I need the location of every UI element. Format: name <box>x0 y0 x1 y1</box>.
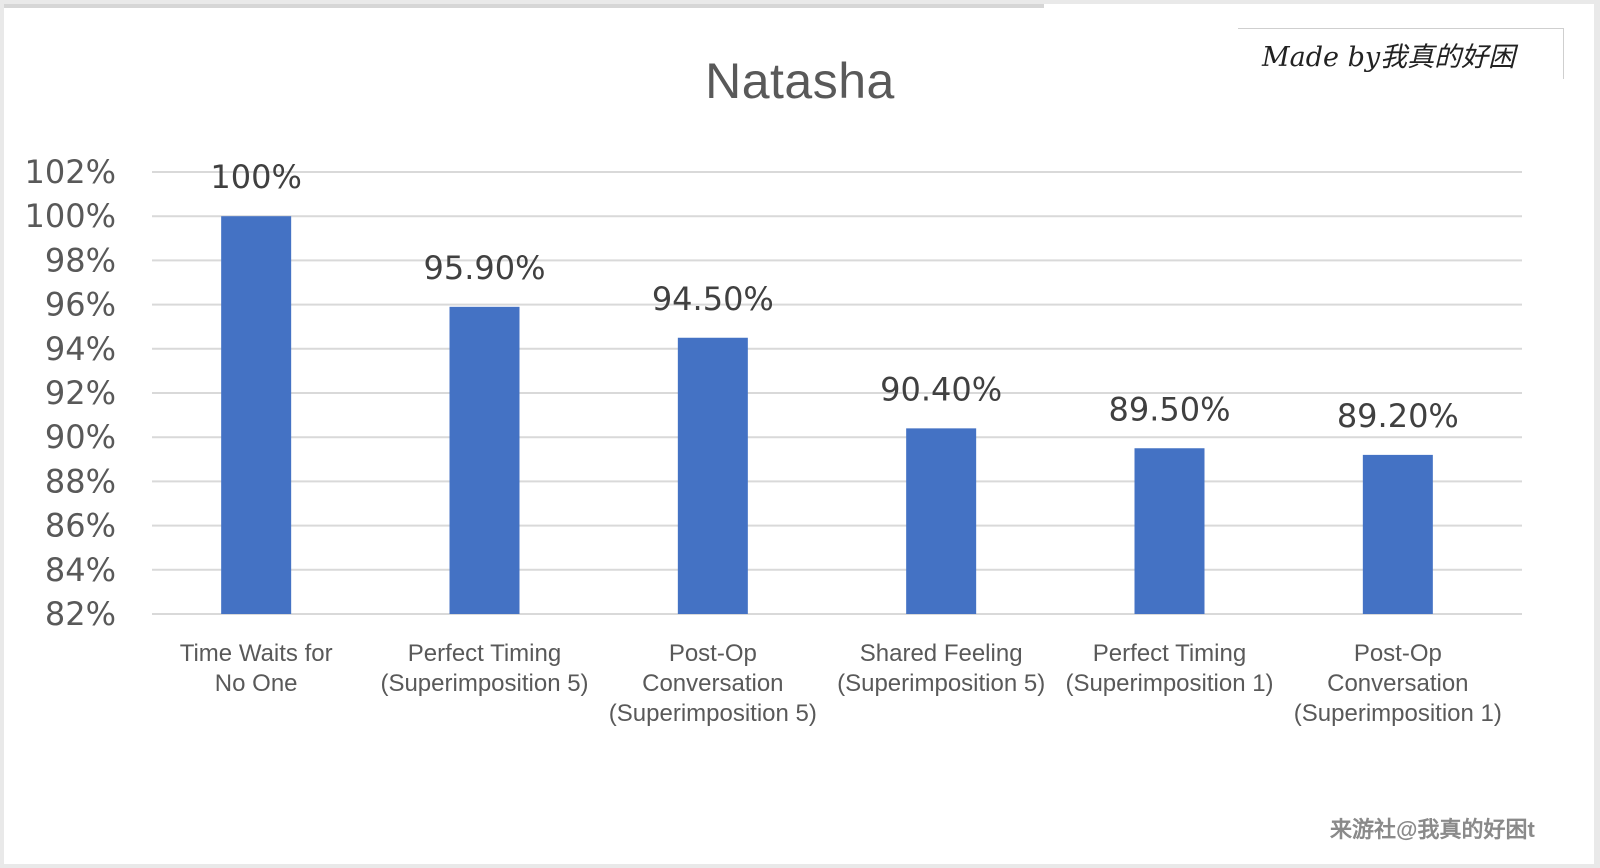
footer-credit: 来游社@我真的好困t <box>1330 817 1535 842</box>
data-label: 90.40% <box>880 370 1002 408</box>
x-tick-label: Shared Feeling <box>860 640 1023 667</box>
gridlines <box>152 171 1522 615</box>
data-label: 89.50% <box>1108 390 1230 428</box>
x-tick-label: (Superimposition 5) <box>380 670 588 697</box>
y-tick-label: 82% <box>45 595 116 633</box>
y-tick-label: 86% <box>45 507 116 545</box>
x-tick-label: Time Waits for <box>180 640 333 667</box>
y-tick-label: 94% <box>45 330 116 368</box>
data-label: 89.20% <box>1337 397 1459 435</box>
y-tick-label: 88% <box>45 462 116 500</box>
y-axis-ticks: 82% 84% 86% 88% 90% 92% 94% 96% 98% 100% 102% <box>25 153 116 633</box>
x-tick-label: (Superimposition 5) <box>837 670 1045 697</box>
bar <box>1362 454 1433 614</box>
x-tick-label: Perfect Timing <box>408 640 561 667</box>
x-tick-label: (Superimposition 5) <box>609 700 817 727</box>
data-label: 100% <box>210 158 301 196</box>
y-tick-label: 90% <box>45 418 116 456</box>
x-tick-label: Post-Op <box>1354 640 1442 667</box>
top-border <box>4 4 1044 8</box>
data-labels: 100% 95.90% 94.50% 90.40% 89.50% 89.20% <box>210 158 1458 435</box>
y-tick-label: 102% <box>25 153 116 191</box>
x-axis-labels: Time Waits for No One Perfect Timing (Super… <box>180 640 1502 727</box>
bar <box>449 306 520 614</box>
x-tick-label: Conversation <box>642 670 783 697</box>
x-tick-label: No One <box>215 670 298 697</box>
data-label: 94.50% <box>652 280 774 318</box>
x-tick-label: Perfect Timing <box>1093 640 1246 667</box>
y-tick-label: 96% <box>45 286 116 324</box>
chart-title: Natasha <box>705 53 895 109</box>
y-tick-label: 98% <box>45 241 116 279</box>
bar <box>1134 448 1205 614</box>
bars <box>221 216 1433 614</box>
x-tick-label: Conversation <box>1327 670 1468 697</box>
x-tick-label: Post-Op <box>669 640 757 667</box>
x-tick-label: (Superimposition 1) <box>1294 700 1502 727</box>
x-tick-label: (Superimposition 1) <box>1065 670 1273 697</box>
bar <box>906 428 977 614</box>
y-tick-label: 84% <box>45 551 116 589</box>
y-tick-label: 92% <box>45 374 116 412</box>
watermark-box: Made by我真的好困 <box>1238 28 1564 79</box>
bar <box>221 216 292 614</box>
bar <box>677 337 748 614</box>
data-label: 95.90% <box>423 249 545 287</box>
watermark-signature: Made by我真的好困 <box>1262 42 1516 73</box>
y-tick-label: 100% <box>25 197 116 235</box>
